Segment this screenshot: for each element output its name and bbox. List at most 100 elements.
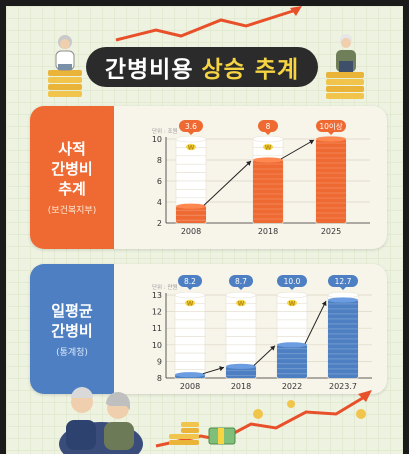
rising-line-icon	[155, 390, 372, 448]
x-tick-label: 2022	[282, 382, 302, 391]
cash-bundle-icon	[208, 427, 236, 445]
value-label: 8	[266, 122, 271, 131]
bar-top	[175, 372, 205, 378]
infographic-canvas: 간병비용 상승 추계 사적 간병비 추계 (보건복지부) 단위 : 조원 2 4 6 8…	[6, 6, 403, 454]
bar-top	[328, 297, 358, 303]
value-label: 8.7	[235, 277, 247, 286]
bar-top	[176, 203, 206, 209]
y-tick-label: 9	[157, 357, 162, 366]
trend-arrow	[280, 139, 315, 160]
value-label-pointer	[265, 132, 271, 135]
panel-1-title-line-3: 추계	[58, 180, 86, 198]
bar	[277, 344, 307, 378]
panel-private-cost: 사적 간병비 추계 (보건복지부) 단위 : 조원 2 4 6 8 10 W 3.6 2008 W…	[30, 106, 387, 249]
y-tick-label: 6	[157, 177, 162, 186]
value-label: 12.7	[335, 277, 352, 286]
svg-text:W: W	[289, 301, 296, 308]
panel-2-source: (통계청)	[56, 347, 88, 358]
y-tick-label: 10	[152, 341, 162, 350]
y-tick-label: 4	[157, 198, 162, 207]
value-label-pointer	[188, 132, 194, 135]
won-coin-icon: W	[236, 299, 246, 308]
y-tick-label: 8	[157, 374, 162, 383]
bar-top	[253, 157, 283, 163]
header-decoration	[48, 6, 364, 99]
won-coin-icon: W	[263, 143, 273, 152]
flying-coins-icon	[253, 400, 366, 419]
value-label: 10이상	[319, 121, 342, 131]
panel-2-side: 일평균 간병비 (통계청)	[30, 264, 114, 394]
y-tick-label: 12	[152, 308, 162, 317]
panel-1-source: (보건복지부)	[47, 206, 97, 216]
value-label-pointer	[187, 287, 193, 290]
svg-text:W: W	[188, 145, 195, 152]
value-label-badge	[178, 275, 202, 287]
bar-top	[316, 136, 346, 142]
x-tick-label: 2008	[181, 227, 201, 236]
y-tick-label: 10	[152, 135, 162, 144]
value-label-pointer	[328, 132, 334, 135]
y-tick-label: 8	[157, 156, 162, 165]
value-label-badge	[316, 120, 346, 132]
bar-top	[277, 342, 307, 348]
value-label-badge	[258, 120, 278, 132]
svg-text:W: W	[238, 301, 245, 308]
trend-arrowhead	[246, 161, 251, 166]
value-label-badge	[277, 275, 307, 287]
svg-text:W: W	[265, 145, 272, 152]
bar-top	[226, 363, 256, 369]
bar	[176, 206, 206, 223]
x-tick-label: 2018	[231, 382, 251, 391]
trend-arrow	[253, 345, 276, 366]
value-label: 3.6	[185, 122, 197, 131]
title-part-1: 간병비용	[104, 57, 194, 83]
value-label-badge	[179, 120, 203, 132]
value-label-badge	[328, 275, 358, 287]
x-tick-label: 2023.7	[329, 382, 357, 391]
trend-arrowhead	[321, 300, 327, 306]
panel-2-title-line-2: 간병비	[51, 321, 93, 340]
y-tick-label: 11	[152, 324, 162, 333]
footer-decoration	[59, 387, 372, 454]
panel-daily-cost: 일평균 간병비 (통계청) 단위 : 만원 8 9 10 11 12 13 W 8.2 2008 W…	[30, 264, 387, 394]
bar	[253, 160, 283, 223]
value-label-pointer	[289, 287, 295, 290]
rising-arrow-icon	[115, 6, 302, 42]
bar	[316, 139, 346, 223]
trend-arrow	[203, 160, 252, 206]
panel-1-title-line-1: 사적	[58, 140, 86, 158]
x-tick-label: 2018	[258, 227, 278, 236]
panel-2-title-line-1: 일평균	[51, 301, 93, 320]
panel-1-side: 사적 간병비 추계 (보건복지부)	[30, 106, 114, 249]
title-part-2: 상승 추계	[201, 57, 300, 83]
worried-couple-icon	[59, 387, 143, 454]
panel-1-title-line-2: 간병비	[51, 160, 93, 178]
value-label-badge	[229, 275, 253, 287]
chart-2: 단위 : 만원 8 9 10 11 12 13 W 8.2 2008 W 8.7 2018 W 10.0 20…	[152, 275, 372, 391]
trend-arrowhead	[270, 345, 275, 351]
unit-label: 단위 : 조원	[152, 127, 178, 135]
left-coin-stack-icon	[48, 70, 82, 97]
trend-arrowhead	[309, 139, 314, 145]
page-title: 간병비용 상승 추계	[86, 47, 318, 87]
elderly-woman-icon	[55, 35, 75, 71]
value-label: 8.2	[184, 277, 196, 286]
trend-arrow	[304, 300, 327, 345]
x-tick-label: 2025	[321, 227, 341, 236]
bar	[226, 366, 256, 378]
value-label-pointer	[340, 287, 346, 290]
elderly-man-icon	[336, 34, 356, 72]
y-tick-label: 13	[152, 291, 162, 300]
coin-stacks-icon	[169, 422, 199, 445]
x-tick-label: 2008	[180, 382, 200, 391]
unit-label: 단위 : 만원	[152, 283, 178, 291]
value-label-pointer	[238, 287, 244, 290]
won-coin-icon: W	[185, 299, 195, 308]
bar	[328, 299, 358, 378]
won-coin-icon: W	[186, 143, 196, 152]
right-coin-stack-icon	[326, 72, 364, 99]
y-tick-label: 2	[157, 219, 162, 228]
svg-text:W: W	[187, 301, 194, 308]
